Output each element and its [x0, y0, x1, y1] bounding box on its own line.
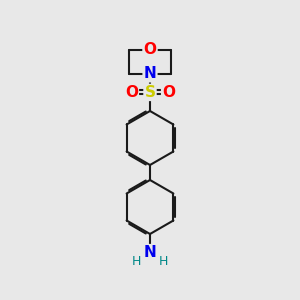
- Text: H: H: [132, 255, 141, 268]
- Text: O: O: [143, 42, 157, 57]
- Text: N: N: [144, 245, 156, 260]
- Text: O: O: [162, 85, 175, 100]
- Text: N: N: [144, 66, 156, 81]
- Text: H: H: [159, 255, 168, 268]
- Text: O: O: [125, 85, 138, 100]
- Text: S: S: [145, 85, 155, 100]
